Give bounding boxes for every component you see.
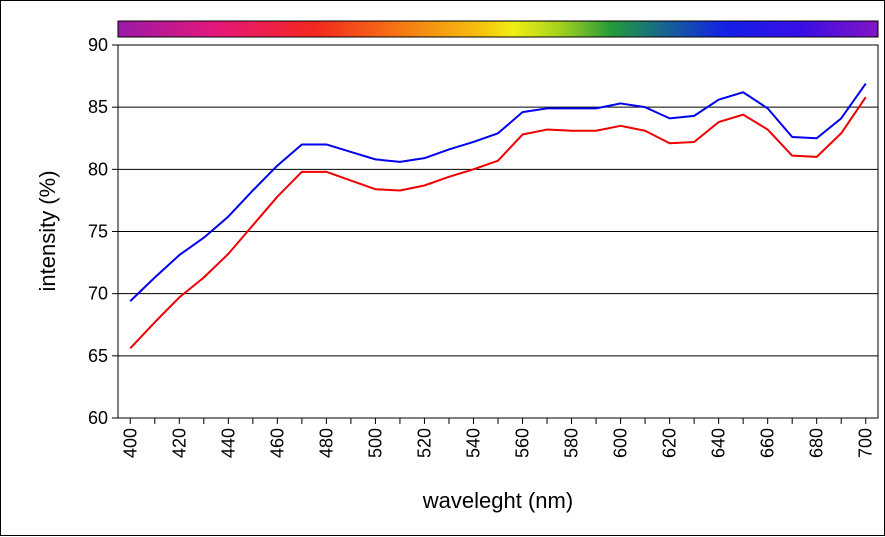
series-lines (129, 82, 867, 350)
x-axis-title: waveleght (nm) (422, 488, 573, 513)
series-line-1 (129, 82, 867, 302)
x-tick-label-540: 540 (463, 428, 483, 458)
x-tick-label-640: 640 (709, 428, 729, 458)
x-tick-label-580: 580 (562, 428, 582, 458)
spectrum-bar (117, 20, 879, 38)
x-tick-label-480: 480 (316, 428, 336, 458)
y-tick-label-70: 70 (88, 284, 108, 304)
axes (112, 44, 879, 424)
y-axis-title: intensity (%) (35, 170, 60, 291)
y-tick-label-60: 60 (88, 408, 108, 428)
x-tick-label-520: 520 (414, 428, 434, 458)
tick-labels: 60 65 70 75 80 85 90 400 420 440 460 480 500 520 540 56… (88, 35, 876, 458)
x-tick-label-440: 440 (218, 428, 238, 458)
y-tick-label-90: 90 (88, 35, 108, 55)
series-line-2 (129, 96, 867, 350)
x-tick-label-500: 500 (365, 428, 385, 458)
y-tick-label-80: 80 (88, 159, 108, 179)
y-tick-label-65: 65 (88, 346, 108, 366)
x-tick-label-460: 460 (267, 428, 287, 458)
y-tick-label-85: 85 (88, 97, 108, 117)
x-tick-label-420: 420 (169, 428, 189, 458)
x-tick-label-660: 660 (758, 428, 778, 458)
gridlines (118, 106, 878, 357)
x-tick-label-700: 700 (856, 428, 876, 458)
x-tick-label-600: 600 (611, 428, 631, 458)
y-tick-label-75: 75 (88, 222, 108, 242)
x-tick-label-400: 400 (120, 428, 140, 458)
x-tick-label-680: 680 (807, 428, 827, 458)
x-tick-label-620: 620 (660, 428, 680, 458)
x-tick-label-560: 560 (513, 428, 533, 458)
